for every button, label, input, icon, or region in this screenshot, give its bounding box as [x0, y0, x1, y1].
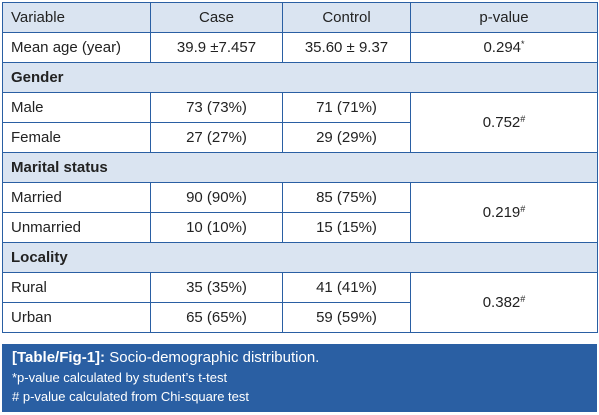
- control-cell: 15 (15%): [282, 212, 411, 243]
- p-value-cell: 0.382#: [410, 272, 598, 333]
- header-p-value: p-value: [410, 2, 598, 33]
- case-cell: 65 (65%): [150, 302, 283, 333]
- case-cell: 39.9 ±7.457: [150, 32, 283, 63]
- control-cell: 41 (41%): [282, 272, 411, 303]
- p-value-mark: #: [520, 114, 526, 124]
- row-label: Rural: [2, 272, 151, 303]
- section-title: Gender: [2, 62, 598, 93]
- case-cell: 73 (73%): [150, 92, 283, 123]
- socio-demographic-table: Variable Case Control p-value Mean age (…: [2, 2, 598, 333]
- caption-label: [Table/Fig-1]:: [12, 349, 106, 366]
- row-label: Urban: [2, 302, 151, 333]
- section-row-locality: Locality: [2, 242, 598, 273]
- section-row-gender: Gender: [2, 62, 598, 93]
- row-label: Married: [2, 182, 151, 213]
- case-cell: 27 (27%): [150, 122, 283, 153]
- case-cell: 90 (90%): [150, 182, 283, 213]
- header-control: Control: [282, 2, 411, 33]
- table-row: Urban 65 (65%) 59 (59%): [2, 302, 598, 333]
- control-cell: 85 (75%): [282, 182, 411, 213]
- p-value-mark: *: [521, 39, 525, 49]
- control-cell: 35.60 ± 9.37: [282, 32, 411, 63]
- table-caption: [Table/Fig-1]: Socio-demographic distrib…: [2, 344, 597, 412]
- p-value-cell: 0.219#: [410, 182, 598, 243]
- row-label: Unmarried: [2, 212, 151, 243]
- table-row: Mean age (year) 39.9 ±7.457 35.60 ± 9.37…: [2, 32, 598, 63]
- header-case: Case: [150, 2, 283, 33]
- p-value-cell: 0.294*: [410, 32, 598, 63]
- header-row: Variable Case Control p-value: [2, 2, 598, 33]
- header-variable: Variable: [2, 2, 151, 33]
- caption-title-line: [Table/Fig-1]: Socio-demographic distrib…: [12, 348, 587, 368]
- case-cell: 35 (35%): [150, 272, 283, 303]
- p-value: 0.294: [483, 39, 522, 56]
- control-cell: 71 (71%): [282, 92, 411, 123]
- p-value: 0.219: [482, 204, 521, 221]
- row-label: Female: [2, 122, 151, 153]
- caption-title: Socio-demographic distribution.: [109, 349, 320, 366]
- control-cell: 59 (59%): [282, 302, 411, 333]
- table-row: Rural 35 (35%) 41 (41%) 0.382#: [2, 272, 598, 333]
- table-row: Unmarried 10 (10%) 15 (15%): [2, 212, 598, 243]
- table-row: Married 90 (90%) 85 (75%) 0.219#: [2, 182, 598, 243]
- section-title: Marital status: [2, 152, 598, 183]
- p-value-mark: #: [520, 204, 526, 214]
- caption-footnote: *p-value calculated by student’s t-test: [12, 370, 228, 385]
- case-cell: 10 (10%): [150, 212, 283, 243]
- control-cell: 29 (29%): [282, 122, 411, 153]
- p-value-cell: 0.752#: [410, 92, 598, 153]
- p-value: 0.382: [482, 294, 521, 311]
- p-value-mark: #: [520, 294, 526, 304]
- table-row: Female 27 (27%) 29 (29%): [2, 122, 598, 153]
- caption-footnote: # p-value calculated from Chi-square tes…: [12, 389, 250, 404]
- p-value: 0.752: [482, 114, 521, 131]
- section-title: Locality: [2, 242, 598, 273]
- section-row-marital-status: Marital status: [2, 152, 598, 183]
- row-label: Mean age (year): [2, 32, 151, 63]
- table-row: Male 73 (73%) 71 (71%) 0.752#: [2, 92, 598, 153]
- row-label: Male: [2, 92, 151, 123]
